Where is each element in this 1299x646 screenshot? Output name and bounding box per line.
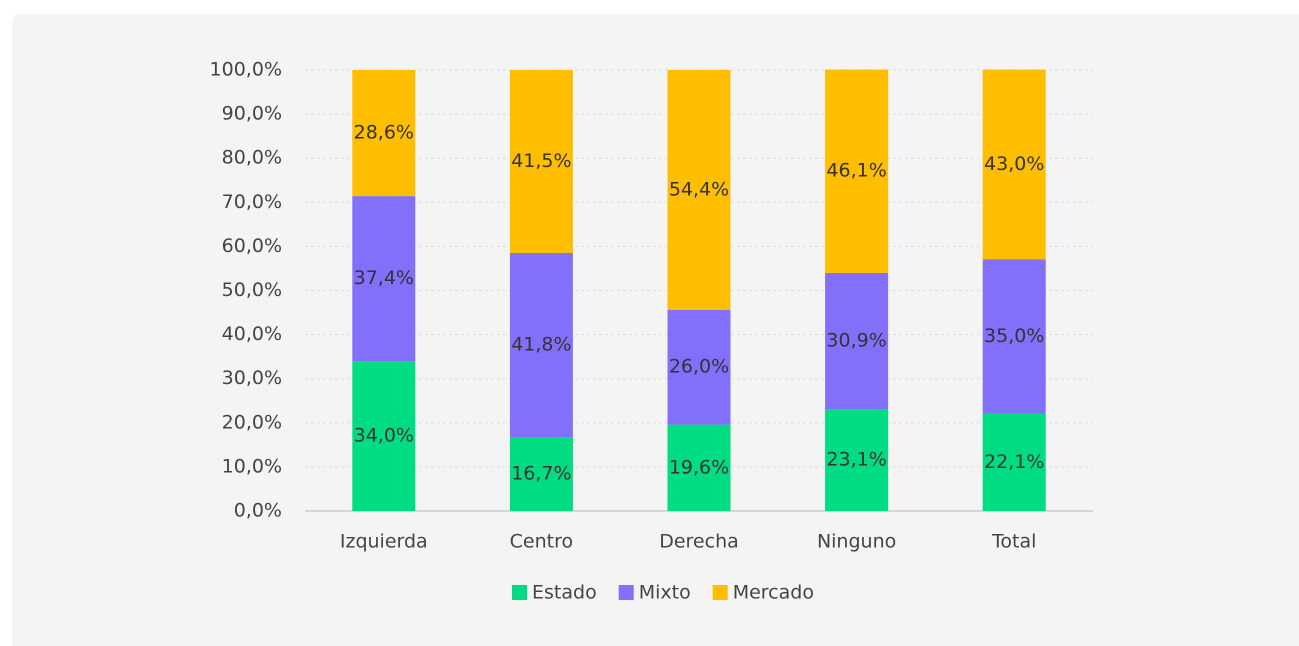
data-label: 54,4%: [669, 178, 729, 200]
x-tick-label: Derecha: [659, 531, 739, 553]
data-label: 37,4%: [354, 267, 414, 289]
data-label: 26,0%: [669, 356, 729, 378]
y-tick-label: 70,0%: [222, 191, 282, 213]
y-tick-label: 90,0%: [222, 103, 282, 125]
data-label: 35,0%: [984, 325, 1044, 347]
data-label: 22,1%: [984, 451, 1044, 473]
y-tick-label: 10,0%: [222, 455, 282, 477]
x-tick-label: Ninguno: [817, 531, 896, 553]
x-tick-label: Izquierda: [340, 531, 428, 553]
legend-swatch: [712, 585, 728, 600]
y-tick-label: 20,0%: [222, 411, 282, 433]
panel: [12, 14, 1299, 646]
bar-segment: [982, 413, 1046, 511]
y-tick-label: 60,0%: [222, 235, 282, 257]
bar-segment: [667, 309, 731, 425]
data-label: 46,1%: [826, 160, 886, 182]
data-label: 34,0%: [354, 425, 414, 447]
legend-label: Estado: [532, 582, 597, 604]
bar-segment: [667, 424, 731, 511]
data-label: 41,5%: [511, 150, 571, 172]
bar-segment: [352, 361, 416, 511]
bar-segment: [509, 70, 573, 254]
y-tick-label: 50,0%: [222, 279, 282, 301]
bar-segment: [667, 70, 731, 310]
data-label: 28,6%: [354, 122, 414, 144]
bar-segment: [982, 259, 1046, 414]
data-label: 41,8%: [511, 334, 571, 356]
y-tick-label: 80,0%: [222, 147, 282, 169]
bar-segment: [825, 69, 889, 273]
bar-segment: [352, 196, 416, 362]
data-label: 23,1%: [826, 449, 886, 471]
data-label: 43,0%: [984, 153, 1044, 175]
legend-swatch: [618, 585, 634, 600]
bar-segment: [352, 70, 416, 197]
x-tick-label: Centro: [510, 531, 573, 553]
bar-segment: [982, 69, 1046, 260]
y-tick-label: 40,0%: [222, 323, 282, 345]
y-tick-label: 30,0%: [222, 367, 282, 389]
y-tick-label: 0,0%: [234, 500, 282, 522]
legend-swatch: [512, 585, 528, 600]
y-tick-label: 100,0%: [210, 59, 282, 81]
legend-label: Mercado: [733, 582, 814, 604]
bar-segment: [825, 272, 889, 410]
data-label: 19,6%: [669, 456, 729, 478]
data-label: 30,9%: [826, 329, 886, 351]
bar-segment: [509, 437, 573, 511]
bar-segment: [509, 253, 573, 438]
x-tick-label: Total: [991, 531, 1036, 553]
legend-label: Mixto: [639, 582, 691, 604]
bar-segment: [825, 409, 889, 511]
data-label: 16,7%: [511, 463, 571, 485]
